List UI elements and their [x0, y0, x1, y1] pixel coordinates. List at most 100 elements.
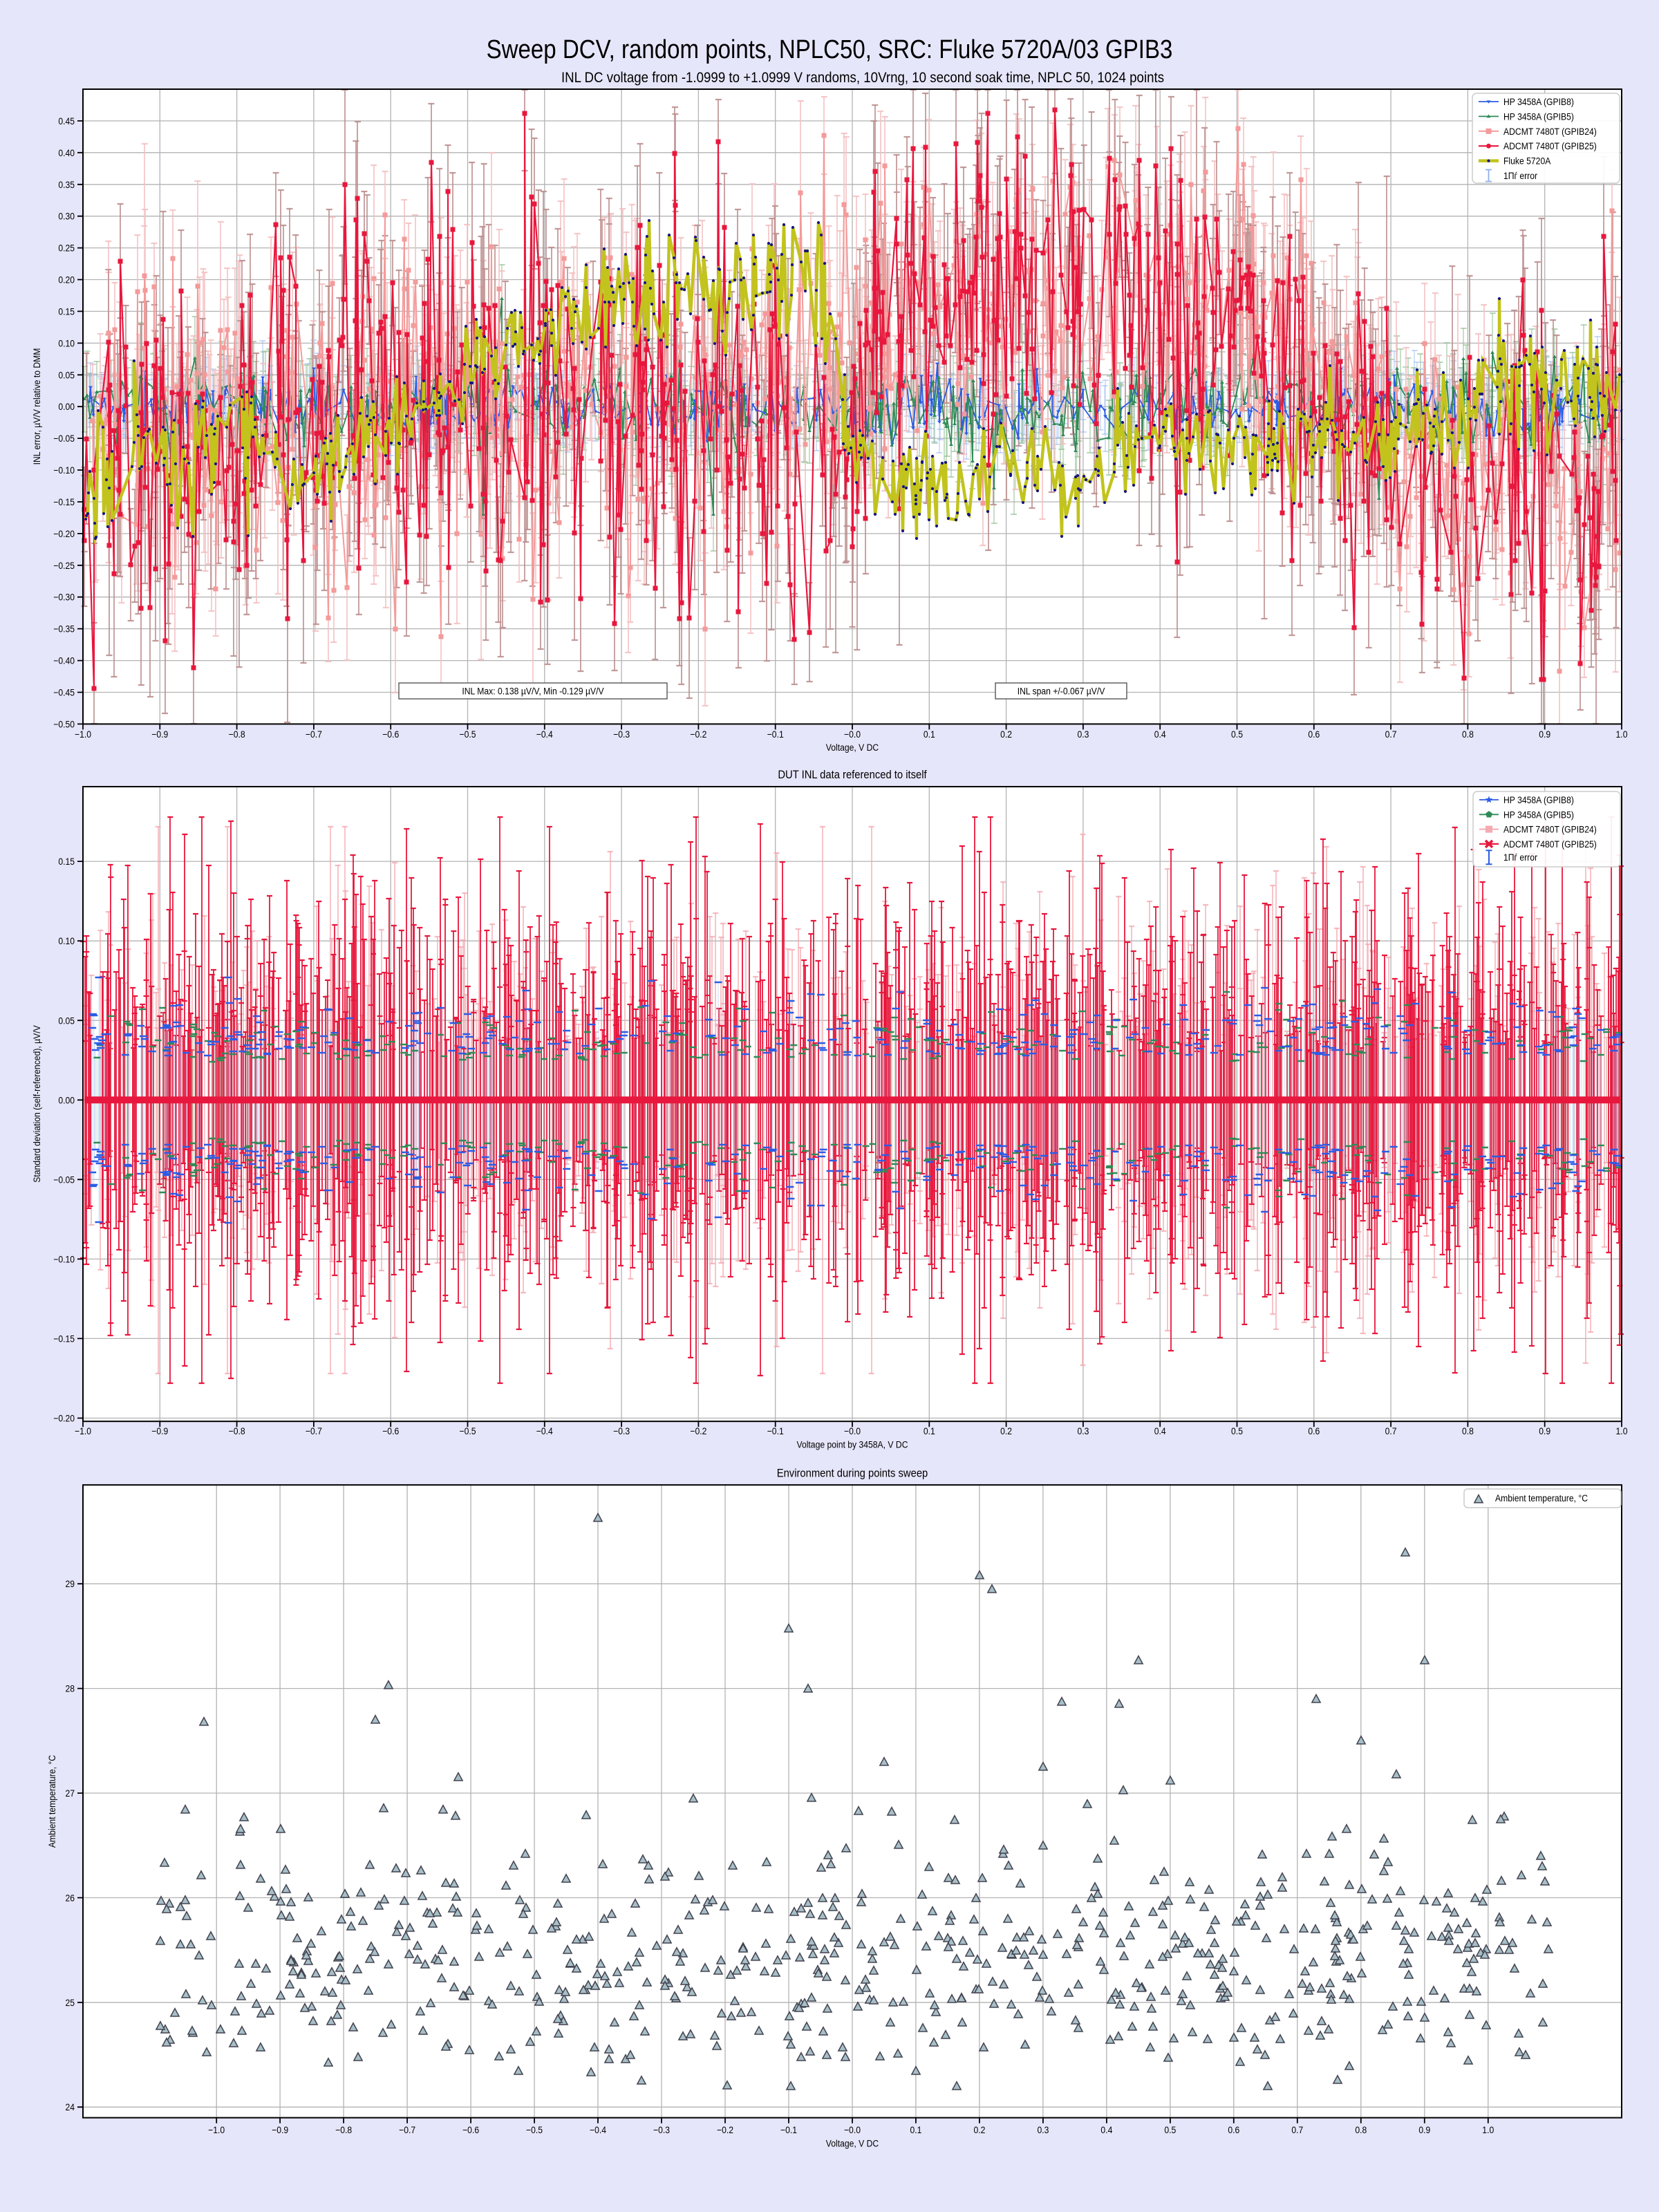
svg-text:HP 3458A (GPIB8): HP 3458A (GPIB8) [1503, 96, 1574, 107]
svg-text:−0.2: −0.2 [690, 1425, 706, 1436]
svg-text:−0.3: −0.3 [653, 2124, 670, 2135]
svg-text:0.5: 0.5 [1164, 2124, 1176, 2135]
svg-text:Ambient temperature, °C: Ambient temperature, °C [46, 1755, 57, 1848]
svg-text:ADCMT 7480T (GPIB24): ADCMT 7480T (GPIB24) [1503, 126, 1597, 137]
svg-text:ADCMT 7480T (GPIB25): ADCMT 7480T (GPIB25) [1503, 838, 1597, 850]
svg-text:0.05: 0.05 [58, 369, 75, 380]
svg-text:0.8: 0.8 [1355, 2124, 1367, 2135]
svg-text:INL Max: 0.138 µV/V, Min -0.12: INL Max: 0.138 µV/V, Min -0.129 µV/V [462, 686, 603, 697]
svg-text:1Пѓ error: 1Пѓ error [1503, 170, 1538, 181]
svg-text:−0.3: −0.3 [613, 729, 630, 740]
svg-text:1Пѓ error: 1Пѓ error [1503, 852, 1538, 863]
svg-text:1.0: 1.0 [1482, 2124, 1494, 2135]
svg-text:−0.15: −0.15 [53, 1333, 75, 1344]
svg-text:0.15: 0.15 [58, 306, 75, 317]
svg-text:−1.0: −1.0 [75, 1425, 91, 1436]
svg-text:−0.35: −0.35 [53, 624, 75, 635]
svg-text:−0.4: −0.4 [590, 2124, 606, 2135]
svg-text:0.2: 0.2 [1000, 1425, 1012, 1436]
svg-text:−0.2: −0.2 [717, 2124, 733, 2135]
svg-text:Sweep DCV, random points, NPLC: Sweep DCV, random points, NPLC50, SRC: F… [487, 35, 1173, 64]
svg-text:−0.5: −0.5 [459, 729, 476, 740]
svg-text:24: 24 [65, 2101, 75, 2112]
svg-text:Voltage, V DC: Voltage, V DC [826, 742, 879, 753]
svg-text:0.8: 0.8 [1462, 729, 1474, 740]
svg-text:0.1: 0.1 [924, 1425, 935, 1436]
svg-text:INL DC voltage from -1.0999 to: INL DC voltage from -1.0999 to +1.0999 V… [561, 70, 1164, 86]
svg-text:28: 28 [65, 1683, 75, 1694]
svg-text:−0.3: −0.3 [613, 1425, 630, 1436]
svg-text:−0.1: −0.1 [780, 2124, 797, 2135]
svg-text:−0.0: −0.0 [844, 1425, 861, 1436]
svg-text:−0.9: −0.9 [151, 1425, 168, 1436]
svg-text:0.3: 0.3 [1077, 1425, 1089, 1436]
svg-text:−1.0: −1.0 [75, 729, 91, 740]
svg-text:−0.6: −0.6 [382, 1425, 399, 1436]
svg-text:Voltage, V DC: Voltage, V DC [826, 2138, 879, 2149]
svg-text:−0.5: −0.5 [459, 1425, 476, 1436]
svg-text:1.0: 1.0 [1616, 1425, 1628, 1436]
svg-text:−0.1: −0.1 [767, 729, 784, 740]
svg-text:0.6: 0.6 [1308, 1425, 1320, 1436]
svg-text:0.7: 0.7 [1385, 1425, 1397, 1436]
svg-text:−0.30: −0.30 [53, 592, 75, 603]
svg-text:−0.0: −0.0 [844, 729, 861, 740]
svg-text:HP 3458A (GPIB8): HP 3458A (GPIB8) [1503, 794, 1574, 805]
svg-text:0.1: 0.1 [910, 2124, 921, 2135]
svg-text:0.6: 0.6 [1228, 2124, 1239, 2135]
svg-text:0.9: 0.9 [1418, 2124, 1430, 2135]
svg-text:0.30: 0.30 [58, 211, 75, 222]
svg-text:−0.20: −0.20 [53, 528, 75, 539]
svg-text:0.2: 0.2 [1000, 729, 1012, 740]
svg-text:HP 3458A (GPIB5): HP 3458A (GPIB5) [1503, 111, 1574, 122]
svg-text:0.8: 0.8 [1462, 1425, 1474, 1436]
svg-text:−0.8: −0.8 [229, 729, 245, 740]
svg-text:−0.7: −0.7 [306, 729, 322, 740]
svg-text:0.3: 0.3 [1077, 729, 1089, 740]
svg-text:−0.20: −0.20 [53, 1413, 75, 1424]
svg-text:0.15: 0.15 [58, 856, 75, 867]
svg-text:−0.8: −0.8 [229, 1425, 245, 1436]
svg-text:0.3: 0.3 [1037, 2124, 1049, 2135]
svg-text:ADCMT 7480T (GPIB24): ADCMT 7480T (GPIB24) [1503, 824, 1597, 835]
svg-text:−0.25: −0.25 [53, 560, 75, 571]
svg-text:INL error, µV/V relative to DM: INL error, µV/V relative to DMM [31, 348, 42, 465]
svg-text:−0.4: −0.4 [536, 1425, 553, 1436]
svg-text:−0.8: −0.8 [335, 2124, 352, 2135]
svg-text:0.05: 0.05 [58, 1015, 75, 1026]
svg-text:−0.15: −0.15 [53, 496, 75, 507]
svg-text:−0.05: −0.05 [53, 433, 75, 444]
svg-text:0.4: 0.4 [1154, 1425, 1166, 1436]
svg-text:0.6: 0.6 [1308, 729, 1320, 740]
svg-text:0.00: 0.00 [58, 1094, 75, 1105]
svg-text:27: 27 [65, 1788, 75, 1799]
svg-text:0.5: 0.5 [1231, 1425, 1243, 1436]
svg-text:Standard deviation (self-refer: Standard deviation (self-referenced), µV… [31, 1025, 42, 1183]
svg-text:−0.1: −0.1 [767, 1425, 784, 1436]
svg-text:0.40: 0.40 [58, 147, 75, 158]
svg-text:−1.0: −1.0 [208, 2124, 225, 2135]
svg-text:DUT INL data referenced to its: DUT INL data referenced to itself [778, 769, 927, 781]
svg-text:0.7: 0.7 [1385, 729, 1397, 740]
svg-text:29: 29 [65, 1578, 75, 1589]
svg-text:−0.45: −0.45 [53, 687, 75, 698]
svg-text:0.1: 0.1 [924, 729, 935, 740]
svg-text:ADCMT 7480T (GPIB25): ADCMT 7480T (GPIB25) [1503, 140, 1597, 151]
svg-text:26: 26 [65, 1893, 75, 1904]
svg-text:−0.6: −0.6 [462, 2124, 479, 2135]
svg-text:−0.9: −0.9 [151, 729, 168, 740]
svg-text:0.4: 0.4 [1100, 2124, 1112, 2135]
svg-text:0.10: 0.10 [58, 935, 75, 946]
svg-text:25: 25 [65, 1997, 75, 2008]
svg-text:−0.2: −0.2 [690, 729, 706, 740]
svg-text:−0.0: −0.0 [844, 2124, 861, 2135]
svg-text:1.0: 1.0 [1616, 729, 1628, 740]
svg-text:0.5: 0.5 [1231, 729, 1243, 740]
svg-text:0.7: 0.7 [1291, 2124, 1303, 2135]
svg-text:0.9: 0.9 [1539, 729, 1550, 740]
svg-text:0.20: 0.20 [58, 274, 75, 285]
svg-text:−0.6: −0.6 [382, 729, 399, 740]
svg-text:0.2: 0.2 [973, 2124, 985, 2135]
svg-text:−0.7: −0.7 [399, 2124, 415, 2135]
svg-text:0.10: 0.10 [58, 338, 75, 349]
